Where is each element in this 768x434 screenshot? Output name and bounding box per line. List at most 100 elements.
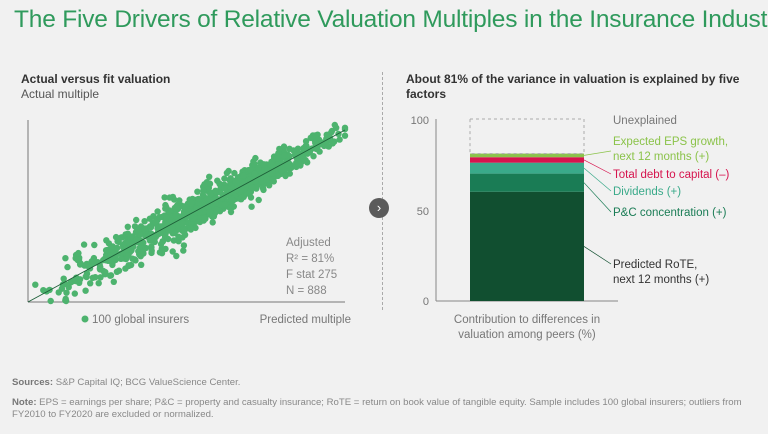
- scatter-point: [214, 177, 221, 184]
- scatter-point: [341, 124, 349, 131]
- scatter-point: [175, 233, 182, 240]
- next-arrow-button[interactable]: ›: [369, 198, 389, 218]
- scatter-point: [297, 152, 305, 159]
- y-tick-50: 50: [417, 206, 429, 218]
- legend-label-4: Expected EPS growth, next 12 months (+): [613, 136, 728, 163]
- stat-r2: R² = 81%: [286, 253, 334, 265]
- scatter-point: [201, 215, 208, 222]
- legend-label-5: Unexplained: [613, 115, 677, 127]
- note-label: Note:: [12, 397, 37, 408]
- scatter-point: [269, 170, 276, 177]
- scatter-point: [336, 136, 343, 143]
- scatter-point: [227, 208, 235, 216]
- scatter-point: [251, 170, 258, 177]
- scatter-point: [284, 162, 292, 169]
- scatter-x-label: Predicted multiple: [260, 314, 351, 326]
- scatter-point: [146, 215, 154, 222]
- scatter-point: [147, 224, 155, 231]
- scatter-point: [125, 252, 132, 259]
- legend-label-0: Predicted RoTE, next 12 months (+): [613, 259, 709, 286]
- scatter-point: [138, 261, 145, 268]
- scatter-point: [221, 175, 228, 182]
- scatter-point: [247, 194, 255, 201]
- scatter-point: [194, 188, 201, 195]
- scatter-point: [161, 194, 168, 201]
- fit-line: [27, 129, 346, 303]
- scatter-point: [255, 196, 262, 204]
- scatter-point: [152, 218, 159, 225]
- sources: Sources: S&P Capital IQ; BCG ValueScienc…: [12, 377, 757, 389]
- page-title: The Five Drivers of Relative Valuation M…: [14, 6, 768, 33]
- scatter-point: [286, 152, 293, 160]
- scatter-point: [195, 195, 202, 203]
- scatter-point: [65, 284, 72, 291]
- segment-p-c-concentration: [470, 173, 584, 192]
- scatter-point: [218, 195, 225, 202]
- leader-line: [583, 246, 612, 265]
- scatter-point: [329, 140, 336, 147]
- scatter-point: [312, 139, 319, 147]
- scatter-point: [266, 182, 273, 189]
- scatter-point: [264, 167, 271, 174]
- scatter-point: [62, 255, 69, 262]
- scatter-point: [142, 244, 150, 252]
- scatter-point: [124, 230, 131, 237]
- scatter-point: [209, 219, 216, 226]
- scatter-point: [294, 160, 302, 167]
- scatter-point: [227, 175, 234, 182]
- scatter-point: [180, 247, 187, 254]
- divider: [382, 72, 383, 310]
- scatter-point: [80, 241, 88, 248]
- scatter-point: [89, 274, 97, 281]
- scatter-point: [113, 268, 121, 275]
- scatter-title: Actual versus fit valuation: [21, 72, 171, 86]
- scatter-point: [206, 208, 213, 216]
- scatter-point: [148, 247, 155, 254]
- scatter-y-label: Actual multiple: [21, 87, 100, 101]
- scatter-point: [260, 161, 267, 168]
- segment-unexplained: [469, 118, 585, 155]
- scatter-point: [252, 154, 259, 162]
- scatter-point: [206, 180, 213, 187]
- scatter-point: [75, 256, 83, 264]
- scatter-point: [187, 226, 195, 233]
- legend-label-3: Total debt to capital (–): [613, 169, 730, 181]
- sources-text: S&P Capital IQ; BCG ValueScience Center.: [53, 377, 241, 388]
- scatter-point: [273, 155, 280, 162]
- scatter-point: [166, 194, 173, 201]
- scatter-point: [169, 248, 176, 255]
- scatter-point: [173, 204, 180, 212]
- scatter-point: [133, 236, 140, 244]
- scatter-point: [101, 255, 109, 262]
- scatter-point: [109, 261, 116, 269]
- scatter-point: [133, 216, 140, 224]
- scatter-point: [134, 226, 142, 234]
- scatter-point: [122, 265, 129, 272]
- scatter-point: [89, 257, 96, 265]
- scatter-point: [231, 169, 238, 177]
- scatter-point: [263, 175, 270, 183]
- scatter-point: [107, 252, 114, 260]
- scatter-point: [310, 153, 317, 160]
- scatter-point: [331, 121, 338, 129]
- scatter-point: [110, 278, 118, 285]
- stat-fstat: F stat 275: [286, 269, 337, 281]
- scatter-point: [55, 289, 62, 296]
- sources-label: Sources:: [12, 377, 54, 388]
- note-text: EPS = earnings per share; P&C = property…: [12, 397, 742, 420]
- note: Note: EPS = earnings per share; P&C = pr…: [12, 397, 757, 421]
- segment-predicted-rote-next-12-months: [470, 191, 584, 301]
- scatter-point: [125, 239, 133, 246]
- scatter-point: [124, 223, 131, 230]
- scatter-point: [212, 200, 219, 207]
- scatter-point: [117, 255, 125, 262]
- scatter-point: [282, 172, 289, 180]
- scatter-point: [341, 132, 349, 139]
- scatter-point: [91, 241, 98, 249]
- scatter-point: [201, 181, 208, 188]
- scatter-point: [173, 252, 180, 260]
- scatter-point: [281, 152, 288, 159]
- scatter-point: [163, 213, 170, 221]
- scatter-point: [221, 201, 229, 208]
